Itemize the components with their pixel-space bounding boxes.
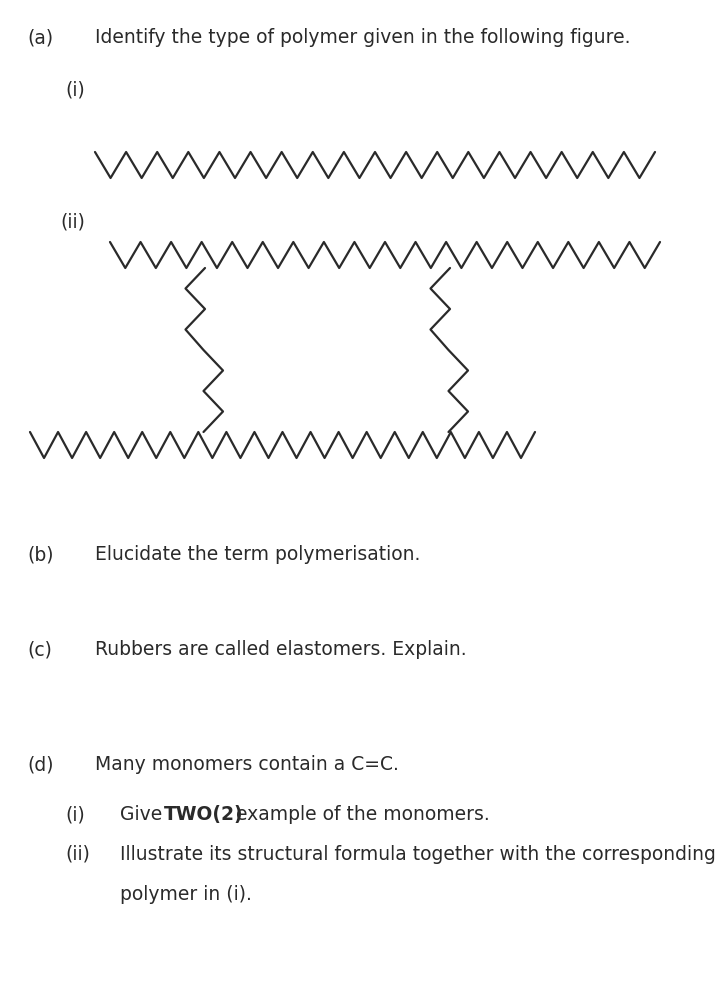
Text: (b): (b) [27, 545, 53, 564]
Text: (i): (i) [65, 805, 85, 824]
Text: polymer in (i).: polymer in (i). [120, 885, 252, 904]
Text: Identify the type of polymer given in the following figure.: Identify the type of polymer given in th… [95, 28, 631, 47]
Text: (d): (d) [27, 755, 53, 774]
Text: (i): (i) [65, 80, 85, 99]
Text: example of the monomers.: example of the monomers. [230, 805, 490, 824]
Text: Rubbers are called elastomers. Explain.: Rubbers are called elastomers. Explain. [95, 640, 467, 659]
Text: TWO(2): TWO(2) [164, 805, 243, 824]
Text: Elucidate the term polymerisation.: Elucidate the term polymerisation. [95, 545, 420, 564]
Text: Many monomers contain a C=C.: Many monomers contain a C=C. [95, 755, 399, 774]
Text: (a): (a) [27, 28, 53, 47]
Text: Give: Give [120, 805, 168, 824]
Text: (c): (c) [27, 640, 52, 659]
Text: Illustrate its structural formula together with the corresponding: Illustrate its structural formula togeth… [120, 845, 716, 864]
Text: (ii): (ii) [65, 845, 90, 864]
Text: (ii): (ii) [60, 212, 85, 231]
